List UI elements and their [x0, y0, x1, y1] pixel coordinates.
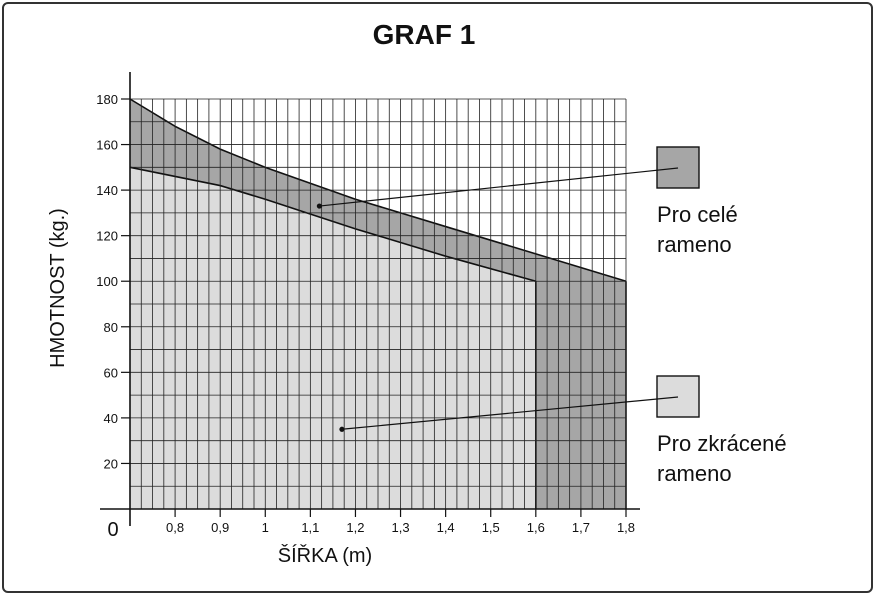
- y-axis-label: HMOTNOST (kg.): [47, 208, 69, 368]
- legend-leader-dot-1: [316, 203, 322, 209]
- x-tick-label: 1,4: [437, 520, 455, 535]
- x-tick-label: 0,8: [166, 520, 184, 535]
- x-tick-label: 1,1: [301, 520, 319, 535]
- y-tick-label: 40: [104, 411, 118, 426]
- y-tick-label: 20: [104, 456, 118, 471]
- y-tick-label: 80: [104, 320, 118, 335]
- y-tick-label: 120: [96, 229, 118, 244]
- legend: Pro celé rameno Pro zkrácené rameno: [316, 146, 787, 486]
- axes: [100, 72, 640, 526]
- y-tick-label: 100: [96, 274, 118, 289]
- x-tick-label: 1,6: [527, 520, 545, 535]
- legend-label-line2-1: rameno: [657, 232, 732, 257]
- origin-label: 0: [107, 519, 118, 541]
- legend-label-line2-2: rameno: [657, 461, 732, 486]
- y-tick-label: 60: [104, 365, 118, 380]
- legend-swatch-1: [656, 146, 700, 189]
- x-axis-label: ŠÍŘKA (m): [278, 544, 372, 567]
- x-tick-label: 1: [262, 520, 269, 535]
- x-tick-label: 1,3: [392, 520, 410, 535]
- tick-labels: 20 40 60 80 100 120 140 160 180 0,8 0,9 1 1,1 1,2 1,3 1…: [96, 92, 635, 535]
- gridlines: [129, 98, 627, 509]
- legend-swatch-2: [656, 375, 700, 418]
- chart-title: GRAF 1: [373, 19, 476, 50]
- x-tick-label: 1,5: [482, 520, 500, 535]
- x-tick-label: 1,8: [617, 520, 635, 535]
- chart-frame: [2, 2, 873, 593]
- x-tick-label: 1,2: [346, 520, 364, 535]
- y-tick-label: 180: [96, 92, 118, 107]
- y-tick-label: 140: [96, 183, 118, 198]
- legend-leader-dot-2: [339, 426, 345, 432]
- y-tick-label: 160: [96, 138, 118, 153]
- x-tick-label: 0,9: [211, 520, 229, 535]
- legend-label-line1-2: Pro zkrácené: [657, 431, 787, 456]
- legend-leader-1: [319, 167, 679, 207]
- legend-label-line1-1: Pro celé: [657, 202, 738, 227]
- x-tick-label: 1,7: [572, 520, 590, 535]
- legend-leader-2: [341, 396, 679, 430]
